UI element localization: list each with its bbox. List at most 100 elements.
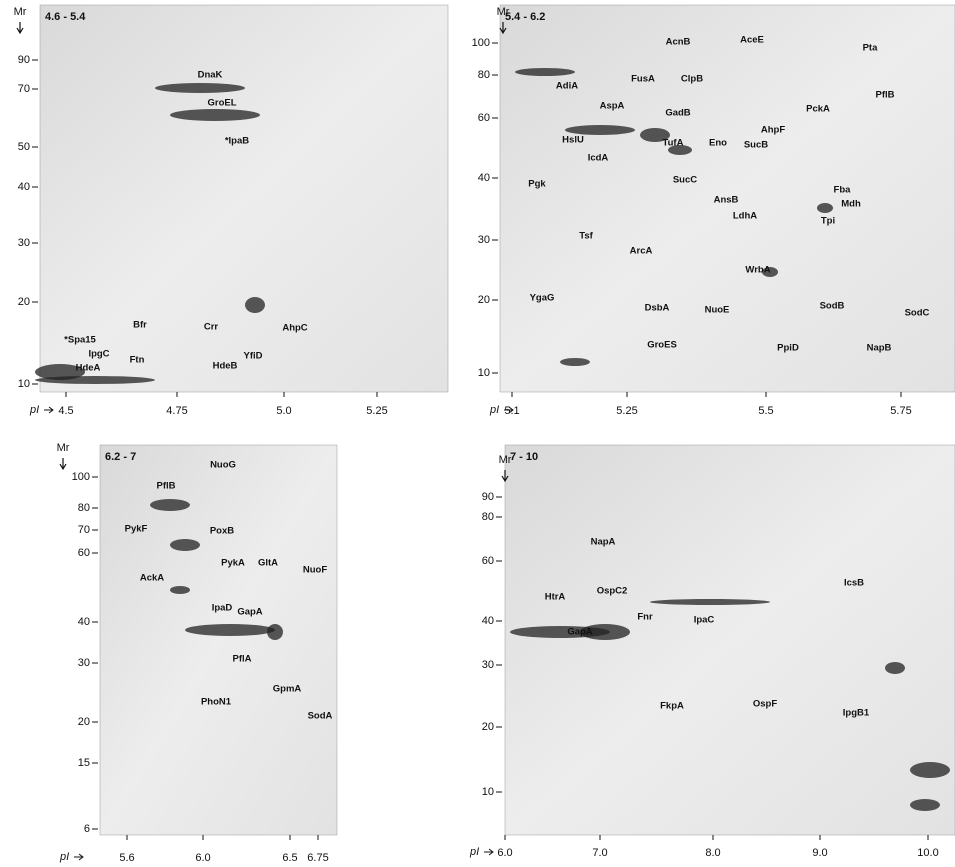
gel-spot	[560, 358, 590, 366]
protein-label: Fba	[834, 185, 852, 196]
mr-tick-label: 20	[478, 294, 490, 306]
protein-label: GltA	[258, 558, 278, 569]
protein-label: FusA	[631, 74, 655, 85]
mr-tick-label: 80	[478, 69, 490, 81]
gel-spot	[245, 297, 265, 313]
protein-label: GpmA	[273, 684, 302, 695]
pi-tick-label: 5.25	[366, 405, 387, 417]
mr-tick-label: 10	[478, 367, 490, 379]
protein-label: IpgB1	[843, 708, 870, 719]
protein-label: PflB	[876, 90, 895, 101]
protein-label: PpiD	[777, 343, 799, 354]
pi-arrow	[504, 406, 514, 414]
pi-range: 6.2 - 7	[105, 451, 136, 463]
protein-label: PflA	[233, 654, 252, 665]
protein-label: AckA	[140, 573, 164, 584]
protein-label: IpgC	[88, 349, 109, 360]
mr-arrow	[499, 22, 507, 35]
protein-label: PflB	[157, 481, 176, 492]
protein-label: AnsB	[714, 195, 739, 206]
protein-label: IcsB	[844, 578, 864, 589]
protein-label: PykA	[221, 558, 245, 569]
gel-spot	[885, 662, 905, 674]
pi-tick-label: 5.0	[276, 405, 291, 417]
gel-image	[504, 444, 955, 836]
protein-label: NapB	[867, 343, 892, 354]
protein-label: *Spa15	[64, 335, 96, 346]
protein-label: YgaG	[530, 293, 555, 304]
protein-label: WrbA	[745, 265, 770, 276]
protein-label: Pgk	[528, 179, 546, 190]
pi-tick-label: 4.5	[58, 405, 73, 417]
pi-tick-label: 7.0	[592, 847, 607, 859]
gel-spot	[170, 539, 200, 551]
mr-tick-label: 30	[478, 234, 490, 246]
gel-spot	[650, 599, 770, 605]
pi-tick-label: 4.75	[166, 405, 187, 417]
mr-tick-label: 60	[482, 555, 494, 567]
pi-label: pI	[59, 851, 69, 863]
protein-label: AhpC	[282, 323, 307, 334]
pi-range: 4.6 - 5.4	[45, 11, 86, 23]
mr-tick-label: 30	[482, 659, 494, 671]
mr-tick-label: 20	[18, 296, 30, 308]
mr-tick-label: 40	[478, 172, 490, 184]
protein-label: Tpi	[821, 216, 835, 227]
protein-label: HslU	[562, 135, 584, 146]
protein-label: PhoN1	[201, 697, 232, 708]
gel-spot	[762, 267, 778, 277]
pi-tick-label: 6.0	[497, 847, 512, 859]
mr-tick-label: 80	[78, 502, 90, 514]
protein-label: PykF	[125, 524, 148, 535]
pi-tick-label: 10.0	[917, 847, 938, 859]
mr-tick-label: 40	[482, 615, 494, 627]
protein-label: GadB	[665, 108, 690, 119]
pi-tick-label: 5.6	[119, 852, 134, 864]
mr-tick-label: 20	[78, 716, 90, 728]
gel-spot	[150, 499, 190, 511]
mr-tick-label: 30	[18, 237, 30, 249]
protein-label: Eno	[709, 138, 727, 149]
protein-label: GroEL	[207, 98, 236, 109]
protein-label: AcnB	[666, 37, 691, 48]
protein-label: HtrA	[545, 592, 566, 603]
mr-tick-label: 70	[18, 83, 30, 95]
protein-label: IcdA	[588, 153, 609, 164]
protein-label: DsbA	[645, 303, 670, 314]
mr-tick-label: 40	[18, 181, 30, 193]
protein-label: Ftn	[130, 355, 145, 366]
gel-spot	[640, 128, 670, 142]
protein-label: NuoE	[705, 305, 730, 316]
pi-arrow	[484, 848, 494, 856]
gel-spot	[170, 109, 260, 121]
mr-label: Mr	[499, 454, 512, 466]
pi-tick-label: 6.5	[282, 852, 297, 864]
pi-tick-label: 5.1	[504, 405, 519, 417]
protein-label: NuoF	[303, 565, 327, 576]
mr-tick-label: 90	[18, 54, 30, 66]
mr-tick-label: 20	[482, 721, 494, 733]
mr-tick-label: 60	[78, 547, 90, 559]
protein-label: SodC	[905, 308, 930, 319]
protein-label: Mdh	[841, 199, 861, 210]
gel-image	[99, 444, 338, 836]
protein-label: IpaD	[212, 603, 233, 614]
mr-label: Mr	[14, 6, 27, 18]
protein-label: AdiA	[556, 81, 578, 92]
protein-label: GapA	[237, 607, 262, 618]
mr-tick-label: 100	[72, 471, 90, 483]
protein-label: Pta	[863, 43, 879, 54]
pi-label: pI	[469, 846, 479, 858]
protein-label: Crr	[204, 322, 219, 333]
protein-label: LdhA	[733, 211, 757, 222]
pi-tick-label: 8.0	[705, 847, 720, 859]
protein-label: OspC2	[597, 586, 628, 597]
mr-tick-label: 100	[472, 37, 490, 49]
protein-label: Bfr	[133, 320, 147, 331]
gel-spot	[910, 762, 950, 778]
protein-label: PckA	[806, 104, 830, 115]
pi-tick-label: 5.5	[758, 405, 773, 417]
protein-label: SodB	[820, 301, 845, 312]
gel-spot	[515, 68, 575, 76]
protein-label: Tsf	[579, 231, 593, 242]
